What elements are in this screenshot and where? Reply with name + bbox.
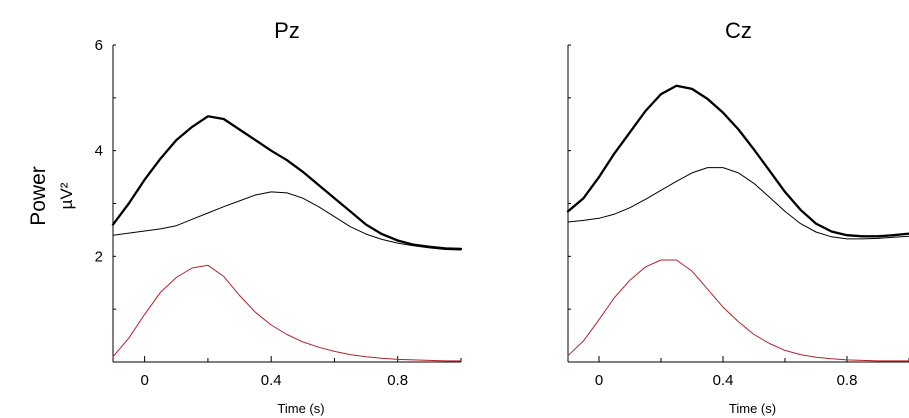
series-line-1 <box>111 115 463 251</box>
y-axis-label: Power µV² <box>27 166 76 226</box>
x-tick-label: 0.8 <box>387 372 408 389</box>
series-line-3 <box>112 264 462 362</box>
x-tick-label: 0 <box>140 372 148 389</box>
x-axis-label: Time (s) <box>277 401 324 416</box>
series-line-2 <box>112 191 462 251</box>
y-axis-label-quantity: Power <box>27 166 50 226</box>
panel-cz: Cz 0 0.4 0.8 Time (s) <box>566 18 909 416</box>
x-tick-label: 0 <box>595 372 603 389</box>
y-tick-label: 4 <box>95 143 103 160</box>
chart-title-cz: Cz <box>725 18 752 43</box>
series-line-3 <box>567 259 909 362</box>
y-axis-label-unit: µV² <box>57 182 76 209</box>
series-line-2 <box>567 167 909 240</box>
series-line-1 <box>566 84 909 238</box>
x-tick-label: 0.8 <box>837 372 858 389</box>
chart-title-pz: Pz <box>274 18 300 43</box>
x-tick-label: 0.4 <box>261 372 282 389</box>
panel-pz: Pz 0 0.4 0.8 2 4 6 Time (s) <box>95 18 463 416</box>
x-tick-label: 0.4 <box>713 372 734 389</box>
x-axis-label: Time (s) <box>729 401 776 416</box>
y-tick-label: 6 <box>95 37 103 54</box>
y-tick-label: 2 <box>95 248 103 265</box>
